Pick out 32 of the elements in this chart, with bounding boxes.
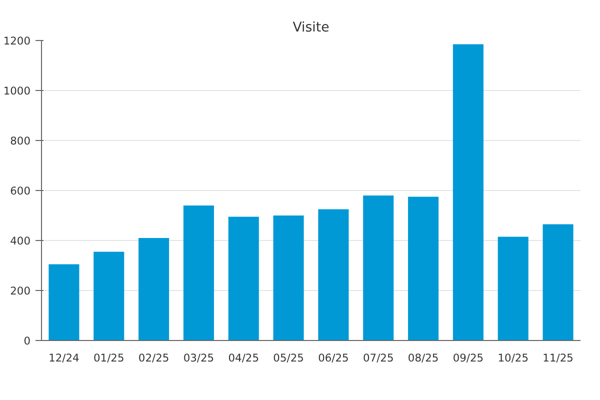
bar	[363, 196, 394, 340]
x-tick-label: 04/25	[228, 352, 259, 364]
y-tick-label: 400	[10, 234, 31, 248]
y-tick-label: 600	[10, 184, 31, 198]
chart-title: Visite	[292, 20, 330, 36]
x-tick-label: 01/25	[94, 352, 124, 364]
x-tick-label: 07/25	[363, 352, 394, 364]
bar	[452, 44, 484, 340]
y-tick-label: 1200	[3, 34, 31, 48]
x-tick-label: 11/25	[542, 352, 574, 364]
x-tick-label: 10/25	[498, 352, 528, 364]
x-tick-label: 12/24	[48, 352, 80, 364]
y-tick-label: 200	[10, 284, 31, 298]
bar	[408, 196, 439, 340]
y-tick-label: 800	[10, 134, 31, 148]
x-tick-label: 02/25	[138, 352, 170, 364]
bar	[498, 236, 528, 340]
bar	[273, 216, 304, 340]
y-tick-label: 0	[24, 334, 31, 348]
bar	[48, 264, 80, 340]
bar	[138, 238, 170, 340]
bar	[228, 216, 259, 340]
bar	[94, 252, 124, 340]
x-tick-label: 05/25	[273, 352, 304, 364]
y-tick-label: 1000	[3, 84, 31, 98]
x-tick-label: 03/25	[183, 352, 214, 364]
x-tick-label: 09/25	[452, 352, 484, 364]
bar	[183, 206, 214, 340]
bar	[318, 209, 349, 340]
x-tick-label: 08/25	[408, 352, 439, 364]
bar	[542, 224, 574, 340]
x-tick-label: 06/25	[318, 352, 349, 364]
